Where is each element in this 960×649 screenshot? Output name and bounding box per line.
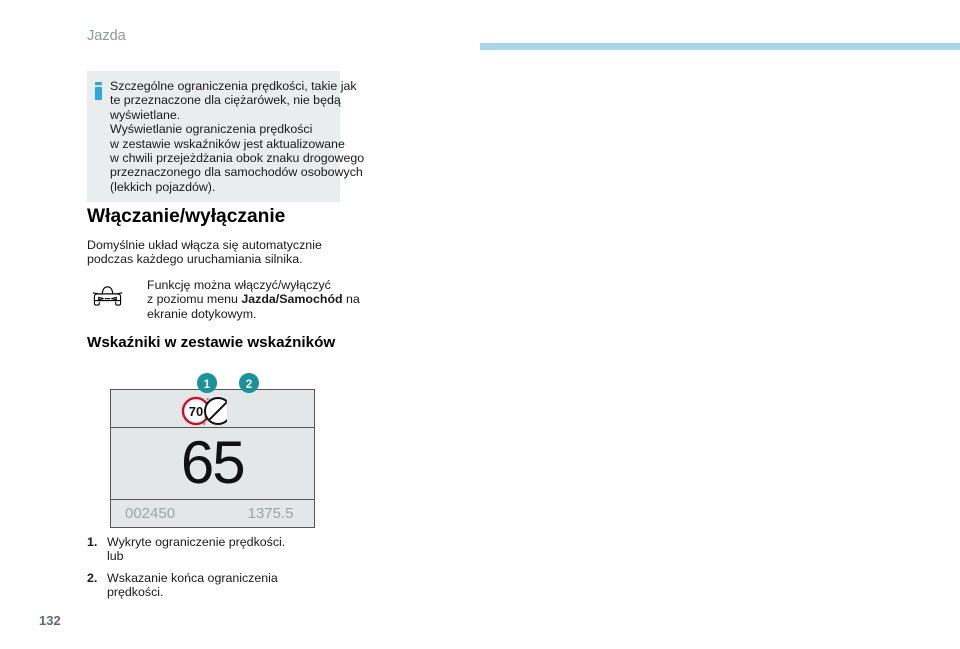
svg-text:70: 70 [189,404,203,419]
svg-text:1: 1 [204,377,211,391]
svg-text:2: 2 [246,377,253,391]
